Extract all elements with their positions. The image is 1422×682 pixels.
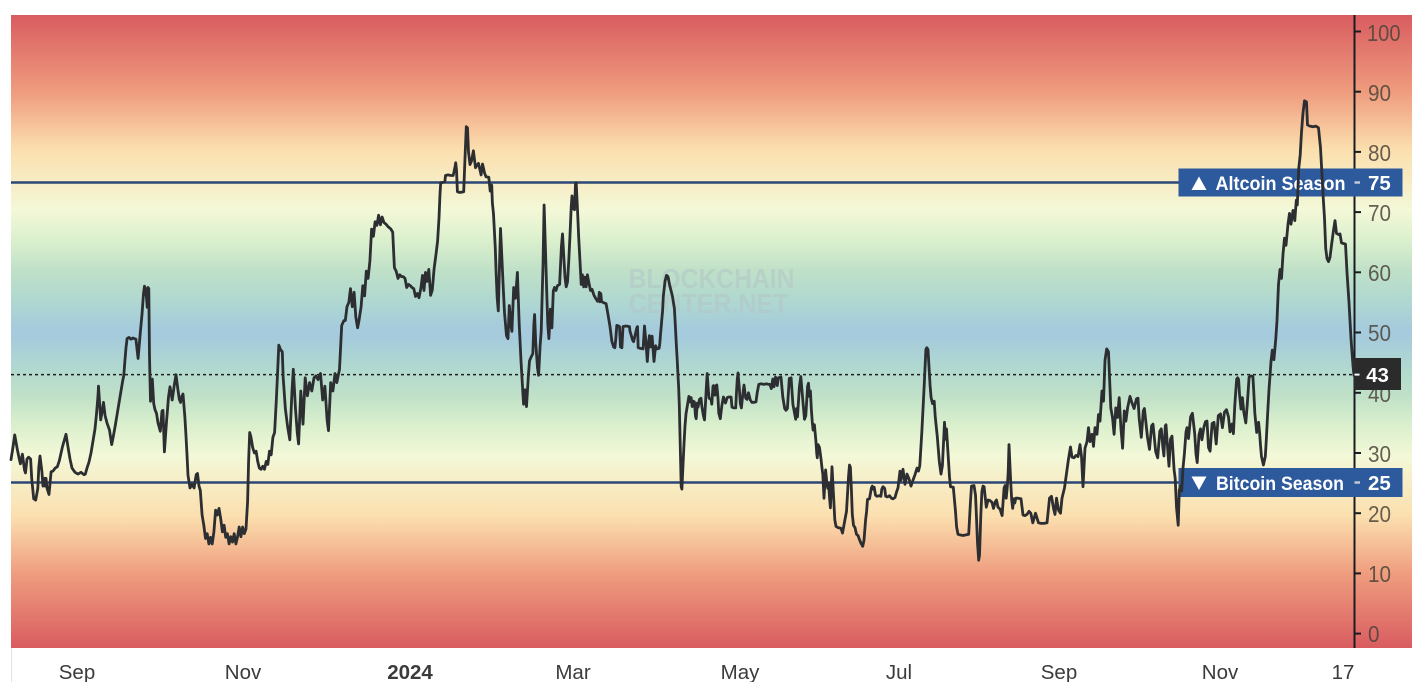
svg-text:43: 43: [1366, 364, 1389, 387]
svg-text:80: 80: [1368, 140, 1391, 166]
svg-text:10: 10: [1368, 561, 1391, 587]
svg-text:25: 25: [1368, 472, 1391, 495]
svg-text:0: 0: [1368, 621, 1380, 647]
svg-text:60: 60: [1368, 260, 1391, 286]
svg-text:75: 75: [1368, 172, 1391, 195]
svg-text:Bitcoin Season: Bitcoin Season: [1216, 473, 1344, 495]
svg-text:20: 20: [1368, 501, 1391, 527]
svg-text:Altcoin Season: Altcoin Season: [1216, 173, 1346, 195]
svg-text:30: 30: [1368, 441, 1391, 467]
svg-text:70: 70: [1368, 200, 1391, 226]
svg-text:May: May: [721, 661, 760, 682]
svg-text:Mar: Mar: [555, 661, 590, 682]
svg-text:CENTER.NET: CENTER.NET: [629, 288, 789, 319]
svg-text:Nov: Nov: [225, 661, 262, 682]
svg-text:100: 100: [1367, 20, 1401, 46]
svg-text:50: 50: [1368, 320, 1391, 346]
svg-text:Jul: Jul: [886, 661, 912, 682]
svg-text:BLOCKCHAIN: BLOCKCHAIN: [629, 263, 795, 294]
svg-text:2024: 2024: [387, 661, 433, 682]
svg-text:Nov: Nov: [1202, 661, 1239, 682]
svg-text:17: 17: [1332, 661, 1355, 682]
svg-text:Sep: Sep: [1041, 661, 1077, 682]
svg-text:Sep: Sep: [59, 661, 95, 682]
svg-text:90: 90: [1368, 80, 1391, 106]
